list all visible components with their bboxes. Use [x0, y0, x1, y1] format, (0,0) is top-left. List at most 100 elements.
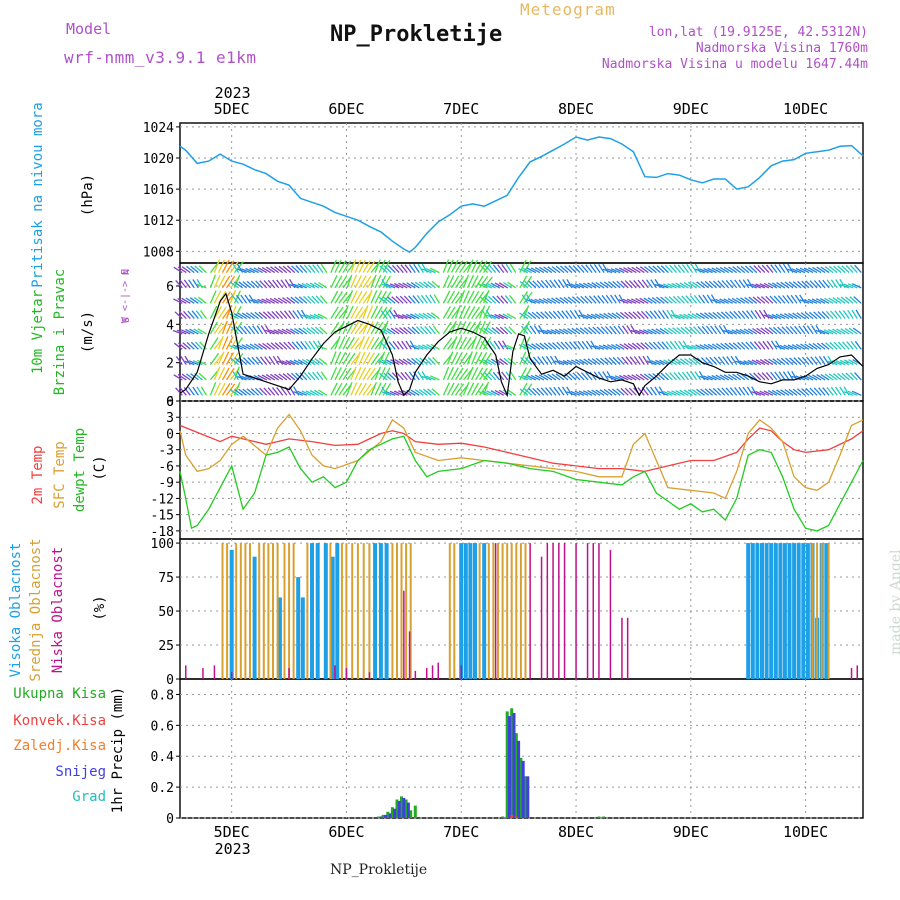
wind-arrow: [735, 360, 746, 366]
wind-arrow: [708, 388, 718, 396]
cloud-mid-bar: [272, 543, 274, 679]
wind-arrow: [678, 340, 686, 350]
wind-arrow: [471, 351, 478, 365]
wind-arrow: [334, 291, 343, 304]
wind-arrow: [642, 355, 649, 365]
wind-arrow: [489, 340, 497, 350]
wind-arrow: [724, 342, 734, 350]
wind-arrow: [811, 325, 818, 335]
wind-arrow: [758, 341, 766, 350]
wind-arrow: [519, 388, 529, 396]
wind-arrow: [824, 266, 834, 274]
wind-arrow: [213, 366, 221, 381]
wind-arrow: [423, 388, 432, 396]
wind-arrow: [640, 342, 649, 350]
wind-arrow: [610, 375, 621, 381]
wind-arrow: [547, 373, 557, 381]
ytick-label-precip: 0.8: [151, 688, 174, 703]
wind-arrow: [233, 366, 240, 381]
wind-arrow: [545, 279, 553, 289]
wind-arrow: [854, 264, 862, 274]
wind-arrow: [534, 298, 545, 304]
wind-arrow: [753, 372, 762, 381]
wind-arrow: [679, 358, 689, 366]
wind-arrow: [358, 259, 366, 273]
wind-arrow: [771, 282, 782, 289]
wind-arrow: [430, 343, 440, 350]
wind-arrow: [721, 280, 730, 289]
wind-arrow: [658, 391, 669, 396]
wind-arrow: [475, 383, 484, 396]
wind-arrow: [747, 328, 758, 335]
wind-arrow: [571, 296, 581, 304]
wind-arrow: [183, 279, 191, 289]
wind-arrow: [450, 259, 459, 273]
wind-arrow: [486, 282, 496, 289]
wind-arrow: [519, 336, 526, 350]
cloud-mid-bar: [409, 543, 412, 679]
cloud-high-bar: [468, 543, 473, 679]
wind-arrow: [417, 344, 428, 350]
wind-arrow: [833, 265, 842, 274]
wind-arrow: [450, 291, 460, 304]
precip-total-bar: [409, 810, 413, 818]
cloud-high-bar: [482, 543, 487, 679]
wind-arrow: [390, 359, 400, 366]
wind-arrow: [588, 295, 597, 304]
wind-arrow: [597, 295, 605, 304]
wind-arrow: [358, 336, 365, 350]
wind-arrow: [221, 320, 228, 335]
wind-arrow: [847, 390, 858, 396]
wind-arrow: [270, 342, 280, 350]
wind-arrow: [626, 325, 633, 335]
wind-arrow: [711, 374, 721, 381]
wind-arrow: [699, 312, 709, 320]
wind-arrow: [723, 374, 734, 381]
wind-arrow: [751, 283, 762, 289]
wind-arrow: [394, 358, 404, 366]
wind-arrow: [659, 359, 669, 366]
wind-arrow: [652, 265, 661, 274]
wind-arrow-field: [172, 259, 862, 396]
wind-arrow: [675, 390, 685, 396]
wind-arrow: [290, 296, 300, 304]
wind-arrow: [795, 343, 806, 350]
wind-arrow: [243, 325, 252, 335]
wind-arrow: [406, 282, 416, 289]
wind-arrow: [425, 268, 436, 274]
wind-arrow: [705, 356, 714, 366]
wind-arrow: [192, 386, 199, 396]
wind-arrow: [541, 356, 549, 365]
wind-arrow: [246, 280, 256, 289]
compass-south: S: [119, 317, 130, 323]
cloud-low-bar: [202, 668, 204, 679]
wind-arrow: [301, 282, 312, 289]
wind-arrow: [578, 390, 589, 396]
wind-arrow: [198, 296, 207, 304]
wind-arrow: [819, 329, 830, 335]
wind-arrow: [557, 310, 565, 320]
wind-arrow: [176, 329, 187, 335]
wind-arrow: [492, 295, 501, 304]
wind-arrow: [246, 388, 256, 396]
wind-arrow: [713, 280, 722, 289]
wind-arrow: [756, 327, 766, 335]
wind-arrow: [816, 342, 826, 350]
wind-arrow: [632, 311, 641, 320]
wind-arrow: [342, 336, 351, 350]
cloud-high-bar: [764, 543, 769, 679]
wind-arrow: [595, 357, 605, 366]
wind-arrow: [686, 371, 694, 381]
wind-arrow: [502, 313, 512, 320]
precip-snow-bar: [393, 808, 397, 818]
wind-arrow: [229, 344, 239, 350]
wind-arrow: [407, 326, 416, 335]
wind-arrow: [428, 325, 436, 335]
wind-arrow: [757, 372, 766, 381]
wind-arrow: [781, 326, 790, 335]
cloud-low-bar: [563, 543, 566, 679]
wind-arrow: [417, 263, 424, 273]
wind-arrow: [301, 390, 312, 396]
wind-arrow: [431, 388, 440, 396]
wind-arrow: [720, 311, 730, 320]
